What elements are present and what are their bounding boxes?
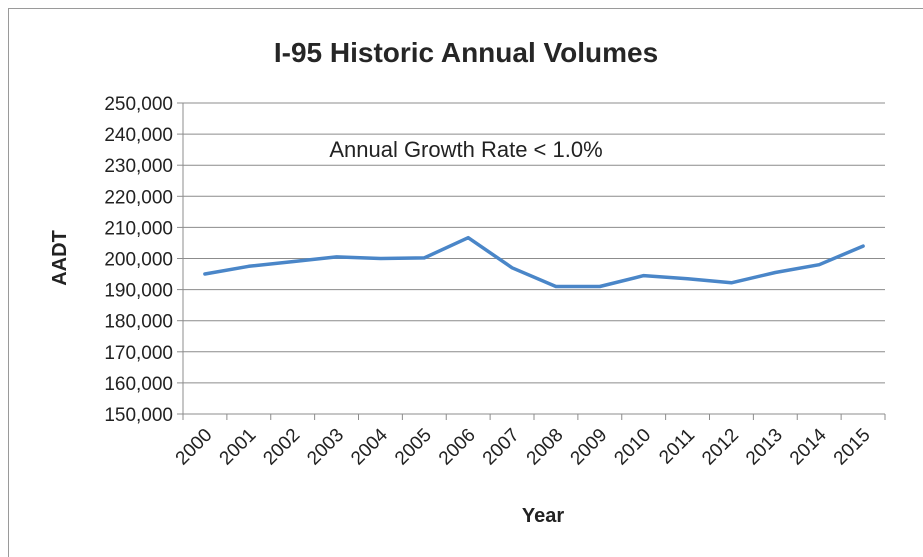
x-tick-label: 2010 [610, 425, 655, 470]
x-tick-label: 2000 [172, 425, 217, 470]
x-tick-label: 2003 [303, 425, 348, 470]
series-line [203, 235, 865, 289]
series-lines [203, 235, 865, 289]
gridlines [177, 102, 886, 420]
y-tick-label: 250,000 [104, 94, 173, 115]
y-tick-label: 220,000 [104, 187, 173, 208]
x-tick-label: 2002 [259, 425, 304, 470]
y-tick-label: 190,000 [104, 281, 173, 302]
x-tick-label: 2015 [830, 425, 875, 470]
y-tick-label: 240,000 [104, 125, 173, 146]
x-tick-label: 2004 [347, 424, 392, 469]
y-tick-label: 210,000 [104, 218, 173, 239]
x-tick-label: 2012 [698, 425, 743, 470]
x-axis-title: Year [522, 505, 564, 527]
y-tick-label: 150,000 [104, 405, 173, 426]
x-tick-label: 2007 [479, 425, 524, 470]
x-tick-label: 2001 [216, 425, 261, 470]
y-tick-label: 200,000 [104, 250, 173, 271]
y-axis-ticks: 250,000 240,000 230,000 220,000 210,000 200,0… [104, 94, 173, 426]
x-tick-label: 2006 [435, 425, 480, 470]
chart-frame [8, 8, 923, 557]
y-tick-label: 160,000 [104, 374, 173, 395]
chart-title: I-95 Historic Annual Volumes [274, 37, 658, 68]
x-tick-label: 2013 [742, 425, 787, 470]
y-tick-label: 180,000 [104, 312, 173, 333]
x-tick-label: 2009 [567, 425, 612, 470]
y-axis-title: AADT [49, 230, 71, 286]
growth-rate-annotation: Annual Growth Rate < 1.0% [329, 137, 602, 162]
x-tick-label: 2014 [786, 424, 831, 469]
x-axis-ticks: 2000 2001 2002 2003 2004 2005 2006 2007 2008 2009… [172, 424, 875, 469]
x-tick-label: 2008 [523, 425, 568, 470]
y-tick-label: 170,000 [104, 343, 173, 364]
y-tick-label: 230,000 [104, 156, 173, 177]
x-tick-label: 2005 [391, 425, 436, 470]
x-tick-label: 2011 [655, 425, 699, 469]
